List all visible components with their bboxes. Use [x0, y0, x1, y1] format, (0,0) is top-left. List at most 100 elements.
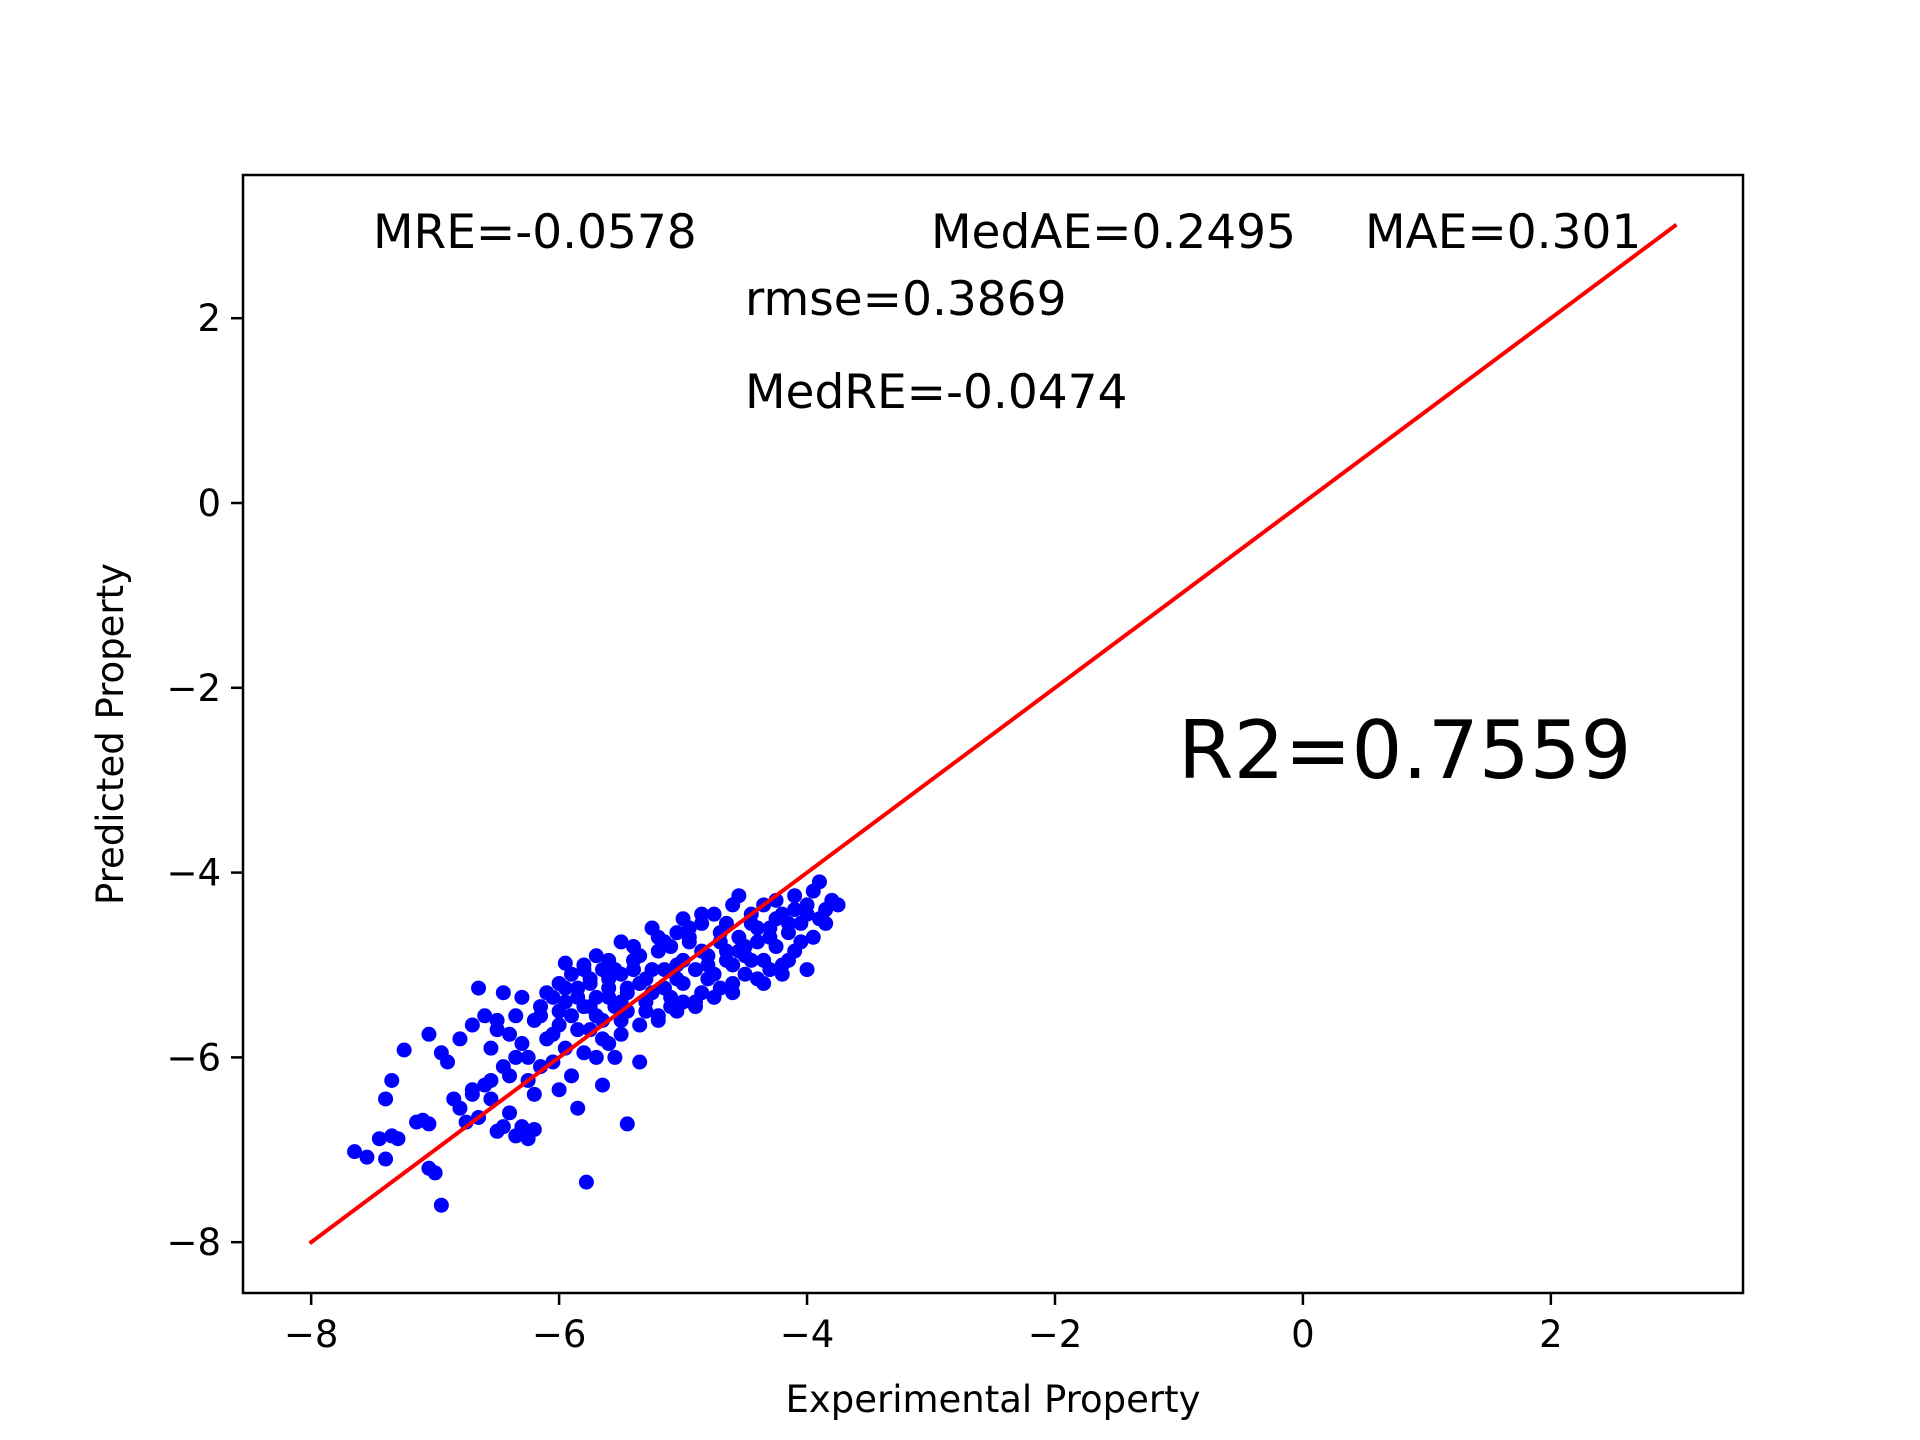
data-point — [638, 971, 654, 987]
data-point — [533, 999, 549, 1015]
data-point — [489, 1022, 505, 1038]
y-axis-label: Predicted Property — [89, 563, 132, 905]
data-point — [508, 1008, 524, 1024]
data-point — [681, 920, 697, 936]
data-point — [514, 989, 530, 1005]
data-point — [371, 1131, 387, 1147]
data-point — [818, 915, 834, 931]
data-point — [570, 989, 586, 1005]
data-point — [452, 1100, 468, 1116]
data-point — [644, 920, 660, 936]
data-point — [564, 1008, 580, 1024]
data-point — [502, 1105, 518, 1121]
data-point — [452, 1031, 468, 1047]
data-point — [545, 989, 561, 1005]
data-point — [762, 929, 778, 945]
data-point — [650, 1012, 666, 1028]
data-point — [588, 948, 604, 964]
data-point — [582, 971, 598, 987]
plot-frame — [241, 173, 1745, 1295]
data-point — [526, 1012, 542, 1028]
y-axis-ticks: −8 −6 −4 −2 0 2 — [166, 297, 243, 1264]
data-point — [526, 1086, 542, 1102]
data-point — [440, 1054, 456, 1070]
data-point — [502, 1026, 518, 1042]
data-point — [613, 994, 629, 1010]
data-point — [799, 962, 815, 978]
y-tick-label: 2 — [197, 297, 221, 340]
data-point — [656, 934, 672, 950]
data-point — [774, 966, 790, 982]
data-point — [595, 1077, 611, 1093]
data-point — [564, 966, 580, 982]
data-point — [725, 985, 741, 1001]
data-point — [588, 1049, 604, 1065]
data-point — [780, 915, 796, 931]
data-point — [421, 1026, 437, 1042]
data-point — [396, 1042, 412, 1058]
data-point — [557, 955, 573, 971]
x-tick-label: −6 — [532, 1313, 587, 1356]
data-point — [632, 1017, 648, 1033]
data-point — [347, 1144, 363, 1160]
data-point — [601, 989, 617, 1005]
data-point — [749, 920, 765, 936]
data-point — [706, 989, 722, 1005]
data-point — [464, 1082, 480, 1098]
data-points — [347, 874, 846, 1213]
medae-annotation: MedAE=0.2495 — [931, 205, 1296, 260]
data-point — [619, 1116, 635, 1132]
data-point — [625, 962, 641, 978]
rmse-annotation: rmse=0.3869 — [745, 272, 1067, 327]
data-point — [632, 948, 648, 964]
data-point — [464, 1017, 480, 1033]
data-point — [669, 1003, 685, 1019]
data-point — [725, 897, 741, 913]
data-point — [737, 966, 753, 982]
data-point — [756, 975, 772, 991]
mae-annotation: MAE=0.301 — [1365, 205, 1641, 260]
data-point — [669, 971, 685, 987]
data-point — [718, 915, 734, 931]
data-point — [502, 1068, 518, 1084]
data-point — [613, 1026, 629, 1042]
data-point — [632, 1054, 648, 1070]
data-point — [830, 897, 846, 913]
data-point — [384, 1072, 400, 1088]
data-point — [520, 1049, 536, 1065]
data-point — [578, 1174, 594, 1190]
data-point — [811, 874, 827, 890]
x-axis-ticks: −8 −6 −4 −2 0 2 — [284, 1293, 1563, 1356]
data-point — [483, 1072, 499, 1088]
data-point — [700, 971, 716, 987]
x-tick-label: 0 — [1291, 1313, 1315, 1356]
data-point — [706, 906, 722, 922]
x-tick-label: −8 — [284, 1313, 339, 1356]
data-point — [508, 1049, 524, 1065]
data-point — [805, 929, 821, 945]
data-point — [557, 980, 573, 996]
reference-line — [308, 223, 1678, 1245]
data-point — [687, 962, 703, 978]
data-point — [495, 1119, 511, 1135]
data-point — [390, 1131, 406, 1147]
x-axis-label: Experimental Property — [785, 1378, 1200, 1421]
data-point — [433, 1197, 449, 1213]
data-point — [762, 962, 778, 978]
data-point — [421, 1116, 437, 1132]
data-point — [359, 1149, 375, 1165]
y-tick-label: −6 — [166, 1036, 221, 1079]
data-point — [378, 1091, 394, 1107]
data-point — [495, 985, 511, 1001]
data-point — [471, 980, 487, 996]
data-point — [718, 952, 734, 968]
data-point — [663, 989, 679, 1005]
data-point — [787, 888, 803, 904]
data-point — [737, 939, 753, 955]
r2-annotation: R2=0.7559 — [1178, 704, 1631, 797]
data-point — [427, 1165, 443, 1181]
data-point — [588, 1008, 604, 1024]
data-point — [545, 1026, 561, 1042]
mre-annotation: MRE=-0.0578 — [373, 205, 697, 260]
